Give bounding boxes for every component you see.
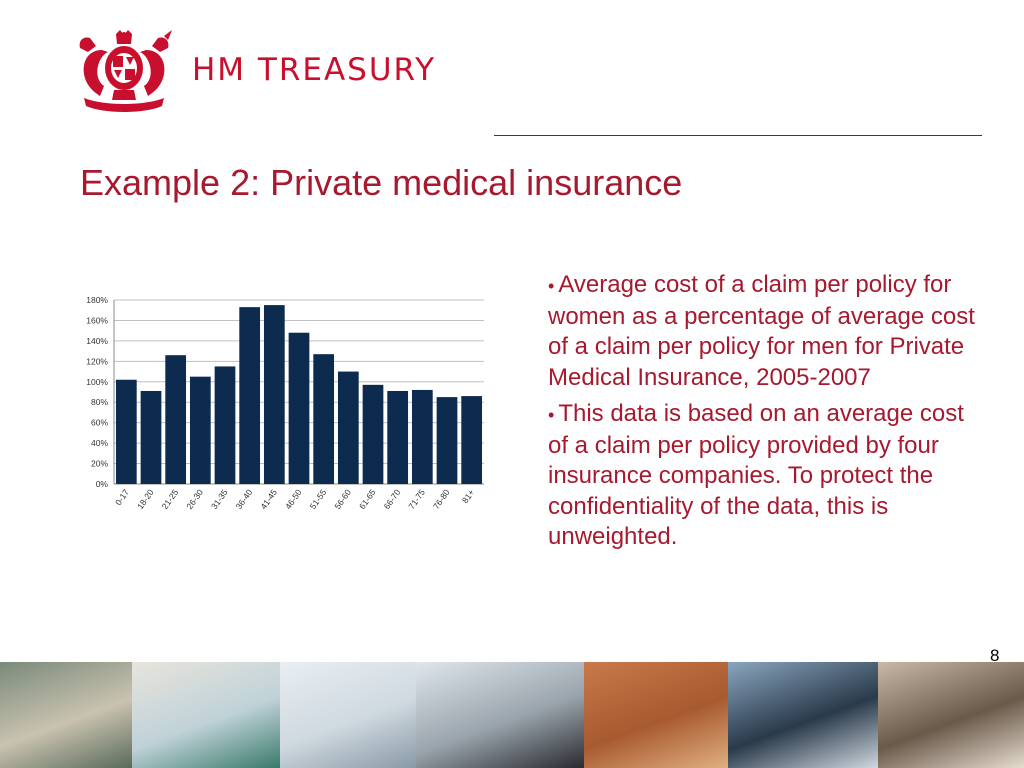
bar	[239, 307, 261, 484]
x-tick-label: 81+	[460, 487, 476, 505]
bar	[263, 305, 285, 484]
x-tick-label: 21-25	[160, 487, 181, 511]
x-tick-label: 76-80	[431, 487, 452, 511]
x-tick-label: 46-50	[283, 487, 304, 511]
x-tick-label: 51-55	[308, 487, 329, 511]
bullet-item: • Average cost of a claim per policy for …	[548, 270, 988, 393]
bar	[115, 379, 137, 484]
x-tick-label: 31-35	[209, 487, 230, 511]
header-divider	[494, 135, 982, 136]
bar	[189, 376, 211, 484]
y-tick-label: 180%	[86, 295, 108, 305]
photo-building-courtyard	[0, 662, 132, 768]
photo-strip	[0, 662, 1024, 768]
bar	[436, 397, 458, 484]
y-tick-label: 140%	[86, 336, 108, 346]
bar	[337, 371, 359, 484]
y-tick-label: 20%	[91, 459, 108, 469]
bar	[313, 354, 335, 484]
photo-commuters	[416, 662, 584, 768]
page-number: 8	[990, 646, 1000, 665]
page-title: Example 2: Private medical insurance	[80, 162, 683, 203]
x-tick-label: 56-60	[332, 487, 353, 511]
photo-audience	[878, 662, 1024, 768]
y-tick-label: 100%	[86, 377, 108, 387]
photo-london-eye	[280, 662, 416, 768]
x-tick-label: 61-65	[357, 487, 378, 511]
x-tick-label: 36-40	[234, 487, 255, 511]
bar	[461, 396, 483, 484]
bar-chart: 0% 20% 40% 60% 80% 100% 120% 140% 160% 180% 0-17 18…	[86, 295, 484, 511]
bullet-text: Average cost of a claim per policy for w…	[548, 271, 975, 391]
hm-treasury-logo: HM TREASURY	[74, 30, 474, 114]
x-tick-label: 66-70	[382, 487, 403, 511]
royal-crest-icon	[79, 30, 172, 112]
y-tick-label: 160%	[86, 315, 108, 325]
bar	[165, 355, 187, 484]
bar	[140, 390, 162, 484]
y-tick-label: 120%	[86, 356, 108, 366]
y-tick-label: 80%	[91, 397, 108, 407]
y-tick-label: 40%	[91, 438, 108, 448]
bar	[214, 366, 236, 484]
bar	[387, 390, 409, 484]
bullet-text: This data is based on an average cost of…	[548, 400, 964, 550]
photo-walking-people	[728, 662, 878, 768]
bullet-item: • This data is based on an average cost o…	[548, 399, 988, 553]
x-tick-label: 0-17	[113, 487, 131, 507]
x-tick-label: 71-75	[406, 487, 427, 511]
photo-meeting-room	[132, 662, 280, 768]
x-tick-label: 26-30	[184, 487, 205, 511]
bar	[362, 384, 384, 484]
x-tick-label: 41-45	[258, 487, 279, 511]
brand-name: HM TREASURY	[192, 52, 437, 88]
photo-brick-building	[584, 662, 728, 768]
bullet-marker: •	[548, 405, 555, 425]
bar	[288, 332, 310, 484]
y-tick-label: 60%	[91, 418, 108, 428]
bullet-marker: •	[548, 276, 555, 296]
bar	[411, 389, 433, 484]
y-tick-label: 0%	[96, 479, 109, 489]
bullet-list: • Average cost of a claim per policy for …	[548, 270, 988, 559]
x-tick-label: 18-20	[135, 487, 156, 511]
